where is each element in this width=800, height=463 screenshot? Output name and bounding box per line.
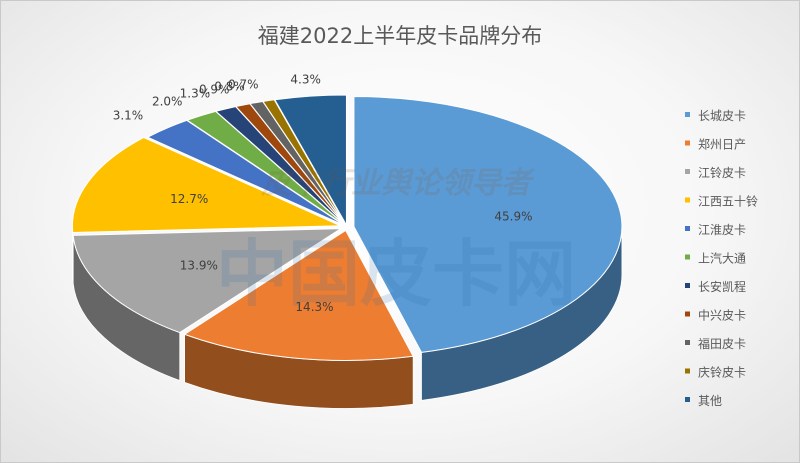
data-label-10: 0.7% [228, 77, 259, 91]
legend-swatch-6 [685, 254, 690, 260]
legend-swatch-9 [685, 340, 690, 345]
data-labels: 45.9% 14.3% 13.9% 12.7% 3.1% 2.0%1.3%0.9%0.8%… [113, 72, 533, 313]
legend-item-7: 长安凯程 [685, 279, 746, 294]
legend-swatch-8 [685, 311, 690, 317]
legend-item-6: 上汽大通 [685, 251, 746, 266]
data-label-4: 12.7% [170, 192, 208, 206]
legend: 长城皮卡郑州日产江铃皮卡江西五十铃江淮皮卡上汽大通长安凯程中兴皮卡福田皮卡庆铃皮… [685, 109, 758, 408]
legend-swatch-1 [685, 112, 690, 117]
pie-slice-1 [353, 96, 623, 353]
pie-slice-3 [72, 228, 343, 334]
legend-item-4: 江西五十铃 [685, 194, 758, 209]
legend-item-8: 中兴皮卡 [685, 308, 746, 323]
legend-label-11: 其他 [698, 394, 722, 408]
pie-slice-4 [71, 136, 341, 234]
legend-item-2: 郑州日产 [685, 137, 746, 152]
legend-swatch-3 [685, 169, 690, 174]
legend-label-3: 江铃皮卡 [698, 165, 746, 180]
legend-label-2: 郑州日产 [698, 137, 746, 152]
legend-swatch-4 [685, 197, 690, 203]
watermark-main-text: 中国皮卡网 [216, 232, 576, 316]
legend-label-5: 江淮皮卡 [698, 223, 746, 237]
legend-item-10: 庆铃皮卡 [685, 365, 746, 380]
watermark: 皮卡行业舆论领导者 中国皮卡网 [216, 166, 576, 316]
legend-label-6: 上汽大通 [698, 251, 746, 266]
data-label-2: 14.3% [295, 300, 333, 314]
data-label-8: 0.9% [199, 82, 230, 96]
data-label-1: 45.9% [494, 210, 532, 224]
legend-label-7: 长安凯程 [698, 279, 746, 294]
legend-label-1: 长城皮卡 [698, 109, 746, 123]
legend-item-5: 江淮皮卡 [685, 223, 746, 237]
pie-plot-area [71, 94, 623, 409]
pie-slice-2 [183, 229, 414, 361]
legend-swatch-2 [685, 140, 690, 146]
data-label-5: 3.1% [113, 109, 144, 123]
data-label-3: 13.9% [180, 258, 218, 272]
legend-label-8: 中兴皮卡 [698, 308, 746, 323]
chart-title: 福建2022上半年皮卡品牌分布 [258, 24, 542, 48]
legend-item-11: 其他 [685, 394, 722, 408]
legend-item-9: 福田皮卡 [685, 336, 746, 351]
legend-swatch-10 [685, 368, 690, 374]
data-label-9: 0.8% [214, 80, 245, 94]
data-label-6: 2.0% [152, 94, 183, 108]
legend-item-1: 长城皮卡 [685, 109, 746, 123]
legend-label-9: 福田皮卡 [698, 336, 746, 351]
legend-label-10: 庆铃皮卡 [698, 365, 746, 380]
legend-item-3: 江铃皮卡 [685, 165, 746, 180]
legend-swatch-5 [685, 226, 690, 231]
data-label-11: 4.3% [290, 72, 321, 86]
legend-label-4: 江西五十铃 [698, 194, 758, 209]
pie-slice-11 [274, 94, 347, 227]
data-label-7: 1.3% [180, 87, 211, 101]
pie-slice-10 [262, 99, 347, 226]
watermark-script-text: 皮卡行业舆论领导者 [260, 166, 535, 201]
legend-swatch-11 [685, 397, 690, 402]
legend-swatch-7 [685, 283, 690, 288]
